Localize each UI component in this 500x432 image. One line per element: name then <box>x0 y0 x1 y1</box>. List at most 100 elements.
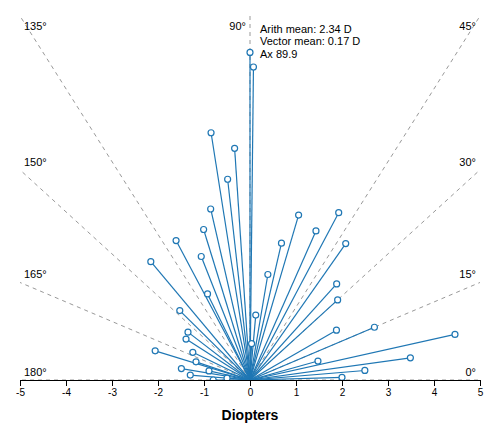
vector-line <box>250 300 338 380</box>
vector-end-point <box>205 291 211 297</box>
vector-line <box>250 377 342 380</box>
x-tick-mark <box>388 380 389 386</box>
vector-end-point <box>278 240 284 246</box>
vector-end-point <box>193 359 199 365</box>
x-axis-line <box>21 381 481 387</box>
x-tick-label: 4 <box>432 387 438 398</box>
vector-end-point <box>224 375 230 380</box>
angle-reference-line <box>20 282 250 380</box>
vector-line <box>250 361 318 380</box>
vector-end-point <box>250 64 256 70</box>
vector-line <box>250 330 336 380</box>
x-tick: 3 <box>386 380 392 398</box>
vector-end-point <box>201 227 207 233</box>
x-tick-mark <box>480 380 481 386</box>
vector-end-point <box>210 377 216 380</box>
vector-end-point <box>232 145 238 151</box>
vector-line <box>250 67 253 380</box>
angle-label: 45° <box>459 20 476 32</box>
vector-end-point <box>185 329 191 335</box>
vector-end-point <box>407 355 413 361</box>
x-tick-mark <box>112 380 113 386</box>
angle-reference-line <box>250 16 480 380</box>
x-tick-label: -2 <box>154 387 163 398</box>
vector-end-point <box>334 281 340 287</box>
angle-label: 30° <box>459 156 476 168</box>
x-tick: 4 <box>432 380 438 398</box>
annotation-line: Vector mean: 0.17 D <box>260 35 360 47</box>
x-tick-label: 0 <box>248 387 254 398</box>
vector-line <box>250 215 299 380</box>
vector-line <box>250 284 337 380</box>
angle-label: 150° <box>24 156 47 168</box>
x-tick-mark <box>204 380 205 386</box>
marks <box>20 16 480 380</box>
vector-end-point <box>187 372 193 378</box>
vector-line <box>250 358 410 380</box>
vector-end-point <box>173 238 179 244</box>
vector-end-point <box>296 212 302 218</box>
x-tick: 0 <box>248 380 254 398</box>
x-tick-mark <box>434 380 435 386</box>
vector-end-point <box>253 312 259 318</box>
x-tick-mark <box>20 380 21 386</box>
vector-line <box>228 179 250 380</box>
angle-label: 15° <box>459 268 476 280</box>
vector-end-point <box>177 308 183 314</box>
annotation-line: Arith mean: 2.34 D <box>260 23 352 35</box>
x-axis: -5 -4 -3 -2 -1 0 1 2 3 4 5 <box>16 380 484 398</box>
x-tick: -4 <box>62 380 71 398</box>
x-axis-title: Diopters <box>222 407 279 423</box>
x-tick-label: 3 <box>386 387 392 398</box>
x-tick-label: 5 <box>478 387 484 398</box>
x-tick-mark <box>66 380 67 386</box>
vector-end-point <box>225 176 231 182</box>
plot: -5 -4 -3 -2 -1 0 1 2 3 4 5 Diopters 0° 15° 30° 45° 90° 13… <box>16 16 484 423</box>
x-tick-label: -5 <box>16 387 25 398</box>
x-tick-mark <box>296 380 297 386</box>
x-tick: -3 <box>108 380 117 398</box>
x-tick-label: 2 <box>340 387 346 398</box>
angle-reference-line <box>20 16 250 380</box>
chart: -5 -4 -3 -2 -1 0 1 2 3 4 5 Diopters 0° 15° 30° 45° 90° 13… <box>0 0 500 432</box>
x-tick-mark <box>158 380 159 386</box>
angle-reference-line <box>250 170 480 380</box>
vector-end-point <box>339 374 345 380</box>
vector-end-point <box>452 331 458 337</box>
vector-end-point <box>249 341 255 347</box>
x-tick-mark <box>342 380 343 386</box>
angle-label: 90° <box>229 20 246 32</box>
vector-end-point <box>247 49 253 55</box>
vector-line <box>188 332 250 380</box>
vector-end-point <box>208 130 214 136</box>
vector-line <box>250 231 316 380</box>
angle-label: 180° <box>24 366 47 378</box>
vector-line <box>186 339 250 380</box>
vector-end-point <box>198 254 204 260</box>
x-tick: -1 <box>200 380 209 398</box>
angle-reference-line <box>20 170 250 380</box>
annotation: Arith mean: 2.34 DVector mean: 0.17 DAx … <box>260 23 360 60</box>
x-tick: 1 <box>294 380 300 398</box>
x-tick-label: -3 <box>108 387 117 398</box>
x-tick-mark <box>250 380 251 386</box>
x-tick: -2 <box>154 380 163 398</box>
vector-end-point <box>178 366 184 372</box>
vector-line <box>250 213 339 380</box>
vector-end-point <box>333 327 339 333</box>
vector-end-point <box>371 324 377 330</box>
vector-end-point <box>336 210 342 216</box>
x-tick: 2 <box>340 380 346 398</box>
vector-end-point <box>152 348 158 354</box>
x-tick-label: -4 <box>62 387 71 398</box>
vector-end-point <box>208 206 214 212</box>
vector-end-point <box>335 297 341 303</box>
vector-end-point <box>148 259 154 265</box>
annotation-line: Ax 89.9 <box>260 48 297 60</box>
vector-line <box>155 351 250 380</box>
angle-label: 135° <box>24 20 47 32</box>
angle-label: 0° <box>465 366 476 378</box>
vector-line <box>151 262 250 380</box>
vector-line <box>176 241 250 380</box>
x-tick-label: -1 <box>200 387 209 398</box>
